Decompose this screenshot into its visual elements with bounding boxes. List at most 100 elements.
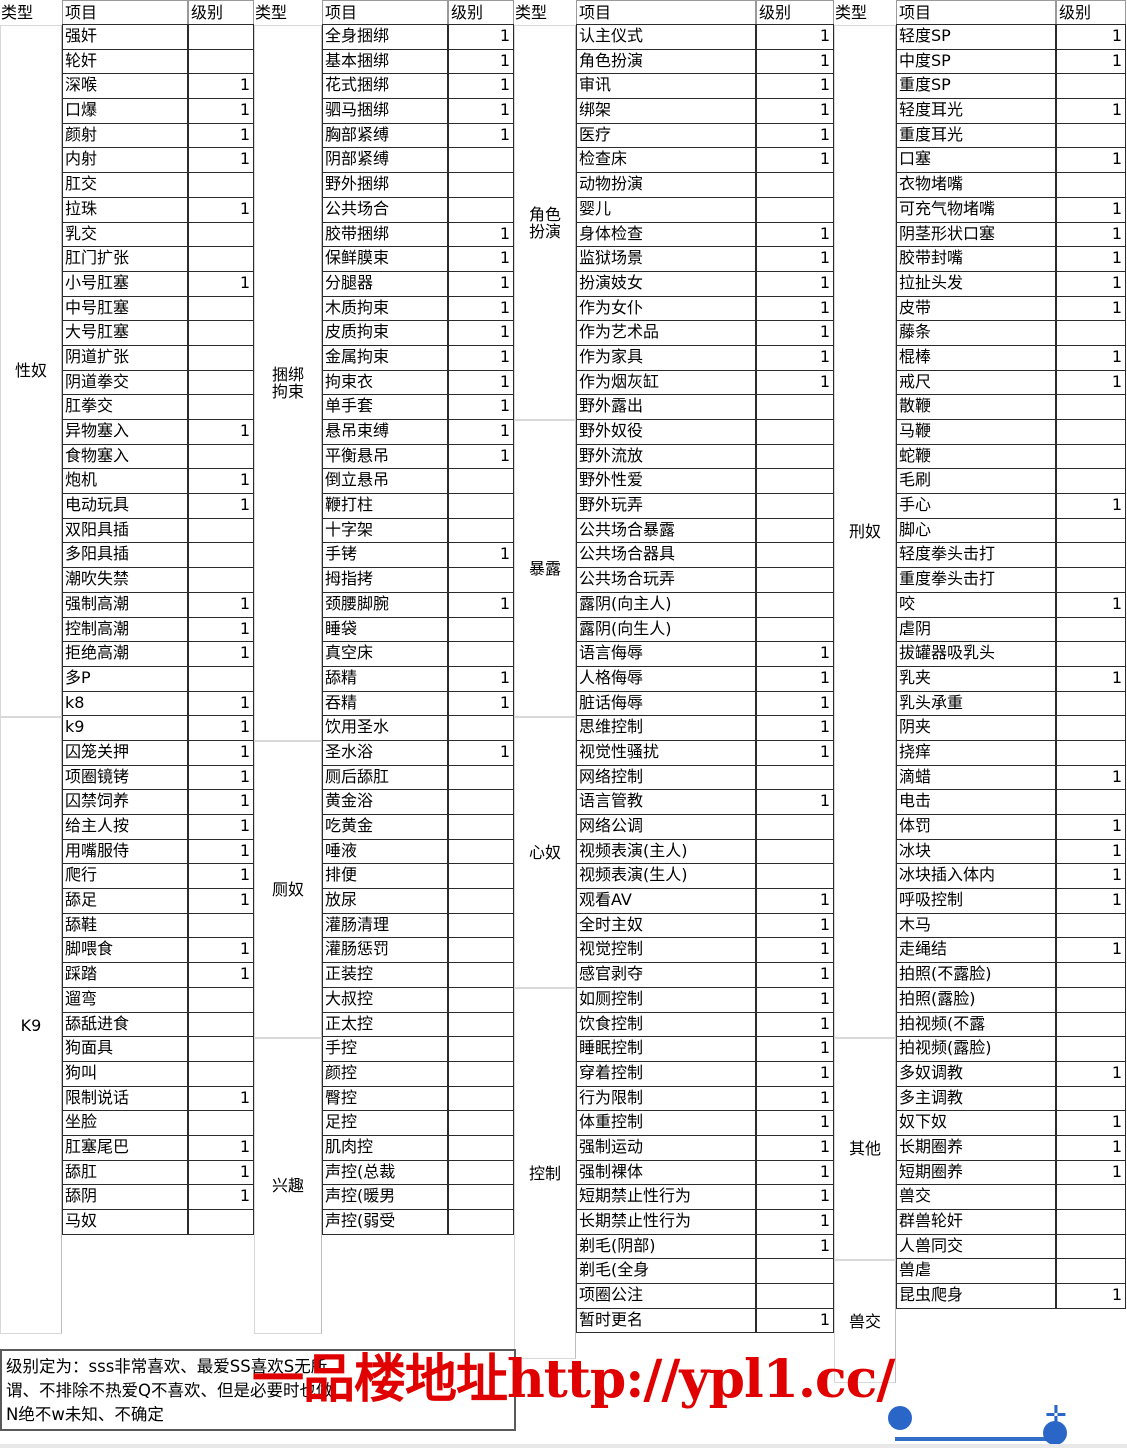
level-cell[interactable]: 1	[188, 838, 254, 865]
item-cell[interactable]: 排便	[322, 863, 448, 890]
level-cell[interactable]	[448, 172, 514, 198]
level-cell[interactable]: 1	[188, 1134, 254, 1161]
level-cell[interactable]: 1	[756, 1209, 834, 1235]
item-cell[interactable]: 颜控	[322, 1060, 448, 1087]
level-cell[interactable]: 1	[756, 1110, 834, 1136]
level-cell[interactable]: 1	[756, 1307, 834, 1334]
item-cell[interactable]: 公共场合玩弄	[576, 567, 756, 593]
item-cell[interactable]: 倒立悬吊	[322, 468, 448, 495]
item-cell[interactable]: 囚禁饲养	[62, 789, 188, 815]
item-cell[interactable]: 行为限制	[576, 1085, 756, 1112]
level-cell[interactable]: 1	[1056, 863, 1126, 890]
item-cell[interactable]: 婴儿	[576, 196, 756, 223]
item-cell[interactable]: 人兽同交	[896, 1233, 1056, 1260]
item-cell[interactable]: 拒绝高潮	[62, 641, 188, 667]
item-cell[interactable]: 胶带捆绑	[322, 221, 448, 248]
level-cell[interactable]: 1	[1056, 937, 1126, 964]
level-cell[interactable]	[1056, 443, 1126, 470]
item-cell[interactable]: 作为家具	[576, 344, 756, 371]
level-cell[interactable]: 1	[756, 715, 834, 741]
level-cell[interactable]	[188, 443, 254, 470]
level-cell[interactable]: 1	[1056, 665, 1126, 692]
category-cell[interactable]: 性奴	[0, 25, 62, 717]
level-cell[interactable]	[448, 937, 514, 964]
level-cell[interactable]	[448, 814, 514, 840]
level-cell[interactable]: 1	[188, 962, 254, 988]
level-cell[interactable]	[756, 443, 834, 470]
level-cell[interactable]	[756, 616, 834, 643]
level-cell[interactable]	[1056, 912, 1126, 939]
item-cell[interactable]: 公共场合暴露	[576, 517, 756, 544]
level-cell[interactable]	[188, 1209, 254, 1235]
level-cell[interactable]	[1056, 122, 1126, 149]
level-cell[interactable]	[1056, 542, 1126, 569]
level-cell[interactable]: 1	[448, 542, 514, 569]
item-cell[interactable]: 藤条	[896, 320, 1056, 346]
level-cell[interactable]: 1	[756, 369, 834, 396]
level-cell[interactable]	[448, 1036, 514, 1062]
item-cell[interactable]: 作为烟灰缸	[576, 369, 756, 396]
item-cell[interactable]: 剃毛(阴部)	[576, 1233, 756, 1260]
item-cell[interactable]: 野外性爱	[576, 468, 756, 495]
item-cell[interactable]: 野外流放	[576, 443, 756, 470]
item-cell[interactable]: 口塞	[896, 147, 1056, 174]
item-cell[interactable]: 阴茎形状口塞	[896, 221, 1056, 248]
item-cell[interactable]: 作为女仆	[576, 295, 756, 322]
item-cell[interactable]: 皮带	[896, 295, 1056, 322]
level-cell[interactable]: 1	[448, 443, 514, 470]
level-cell[interactable]: 1	[756, 270, 834, 297]
level-cell[interactable]	[756, 567, 834, 593]
item-cell[interactable]: 手心	[896, 493, 1056, 519]
level-cell[interactable]	[1056, 690, 1126, 717]
item-cell[interactable]: 保鲜膜束	[322, 246, 448, 272]
item-cell[interactable]: 木质拘束	[322, 295, 448, 322]
item-cell[interactable]: 中度SP	[896, 48, 1056, 75]
level-cell[interactable]	[448, 147, 514, 174]
level-cell[interactable]	[756, 493, 834, 519]
level-cell[interactable]: 1	[756, 344, 834, 371]
level-cell[interactable]: 1	[756, 888, 834, 914]
item-cell[interactable]: 公共场合器具	[576, 542, 756, 569]
level-cell[interactable]: 1	[1056, 1159, 1126, 1186]
level-cell[interactable]: 1	[1056, 147, 1126, 174]
level-cell[interactable]: 1	[756, 295, 834, 322]
item-cell[interactable]: 多阳具插	[62, 542, 188, 569]
item-cell[interactable]: 检查床	[576, 147, 756, 174]
level-cell[interactable]: 1	[1056, 764, 1126, 791]
level-cell[interactable]	[448, 715, 514, 741]
level-cell[interactable]: 1	[756, 1159, 834, 1186]
item-cell[interactable]: 全身捆绑	[322, 24, 448, 50]
level-cell[interactable]	[756, 542, 834, 569]
item-cell[interactable]: 舔精	[322, 665, 448, 692]
item-cell[interactable]: 视觉控制	[576, 937, 756, 964]
level-cell[interactable]	[188, 48, 254, 75]
category-cell[interactable]: 暴露	[514, 420, 576, 717]
level-cell[interactable]: 1	[448, 665, 514, 692]
item-cell[interactable]: 爬行	[62, 863, 188, 890]
item-cell[interactable]: 吞精	[322, 690, 448, 717]
level-cell[interactable]	[448, 962, 514, 988]
item-cell[interactable]: 多主调教	[896, 1085, 1056, 1112]
level-cell[interactable]	[756, 863, 834, 890]
level-cell[interactable]: 1	[756, 122, 834, 149]
category-cell[interactable]: 兴趣	[254, 1037, 322, 1335]
level-cell[interactable]: 1	[1056, 888, 1126, 914]
item-cell[interactable]: 鞭打柱	[322, 493, 448, 519]
item-cell[interactable]: 全时主奴	[576, 912, 756, 939]
level-cell[interactable]: 1	[1056, 1060, 1126, 1087]
item-cell[interactable]: 中号肛塞	[62, 295, 188, 322]
level-cell[interactable]: 1	[188, 591, 254, 618]
item-cell[interactable]: 胶带封嘴	[896, 246, 1056, 272]
level-cell[interactable]: 1	[756, 1233, 834, 1260]
item-cell[interactable]: 阴部紧缚	[322, 147, 448, 174]
level-cell[interactable]: 1	[1056, 98, 1126, 124]
level-cell[interactable]	[448, 567, 514, 593]
level-cell[interactable]: 1	[1056, 246, 1126, 272]
level-cell[interactable]: 1	[1056, 270, 1126, 297]
level-cell[interactable]	[1056, 1085, 1126, 1112]
item-cell[interactable]: 黄金浴	[322, 789, 448, 815]
item-cell[interactable]: 皮质拘束	[322, 320, 448, 346]
level-cell[interactable]	[1056, 986, 1126, 1013]
item-cell[interactable]: 强制高潮	[62, 591, 188, 618]
item-cell[interactable]: 电动玩具	[62, 493, 188, 519]
